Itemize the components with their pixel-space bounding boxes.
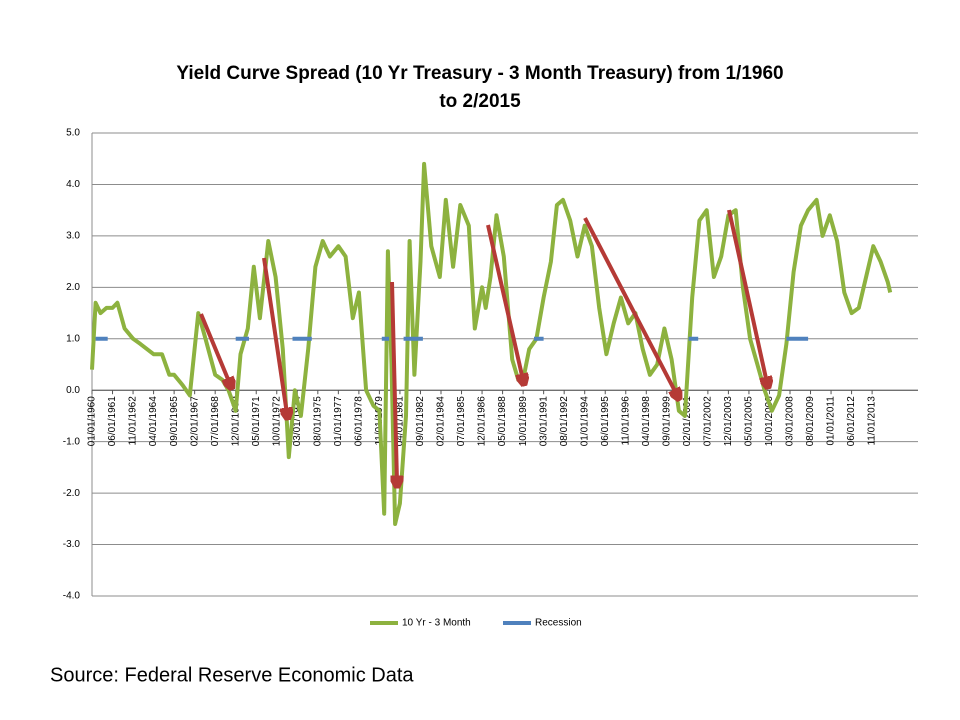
y-tick-label: 4.0 [66,179,80,190]
x-tick-label: 10/01/1989 [518,396,529,446]
x-tick-label: 08/01/1975 [312,396,323,446]
y-tick-label: 0.0 [66,385,80,396]
x-tick-label: 07/01/1985 [456,396,467,446]
x-tick-label: 04/01/1998 [641,396,652,446]
x-tick-label: 01/01/1977 [333,396,344,446]
x-tick-label: 02/01/1984 [436,396,447,446]
legend-label: 10 Yr - 3 Month [402,618,471,629]
x-tick-label: 04/01/1981 [395,396,406,446]
x-tick-label: 07/01/2002 [703,396,714,446]
y-tick-label: -1.0 [63,436,81,447]
arrow [199,313,230,384]
x-tick-label: 09/01/1999 [661,396,672,446]
x-tick-label: 09/01/1965 [169,396,180,446]
x-tick-label: 06/01/2012 [846,396,857,446]
x-tick-label: 07/01/1968 [210,396,221,446]
y-tick-label: 2.0 [66,282,80,293]
annotation-arrows [199,209,767,482]
arrow [583,217,677,395]
x-tick-label: 01/01/1994 [579,396,590,446]
x-tick-label: 05/01/1988 [497,396,508,446]
x-tick-label: 05/01/2005 [744,396,755,446]
y-tick-label: 1.0 [66,333,80,344]
chart-title: Yield Curve Spread (10 Yr Treasury - 3 M… [176,63,783,84]
x-tick-label: 11/01/2013 [867,396,878,446]
y-tick-label: 3.0 [66,231,80,242]
x-tick-label: 10/01/1972 [271,396,282,446]
y-tick-label: -2.0 [63,488,81,499]
x-tick-label: 06/01/1961 [107,396,118,446]
x-tick-label: 09/01/1982 [415,396,426,446]
x-tick-label: 10/01/2006 [764,396,775,446]
x-tick-label: 03/01/1991 [538,396,549,446]
chart-title: to 2/2015 [439,91,521,112]
x-tick-label: 02/01/1967 [189,396,200,446]
x-tick-label: 05/01/1971 [251,396,262,446]
x-tick-label: 01/01/1960 [87,396,98,446]
x-tick-label: 02/01/2001 [682,396,693,446]
x-tick-label: 08/01/2009 [805,396,816,446]
y-tick-label: -3.0 [63,539,81,550]
series-line [90,161,893,526]
legend-label: Recession [535,618,582,629]
x-tick-label: 06/01/1978 [354,396,365,446]
x-tick-label: 12/01/2003 [723,396,734,446]
x-tick-label: 01/01/2011 [826,396,837,446]
source-note: Source: Federal Reserve Economic Data [50,664,414,686]
y-tick-label: -4.0 [63,591,81,602]
y-tick-label: 5.0 [66,128,80,139]
x-tick-label: 03/01/1974 [292,396,303,446]
x-tick-label: 11/01/1962 [128,396,139,446]
x-tick-label: 12/01/1969 [230,396,241,446]
x-tick-label: 12/01/1986 [477,396,488,446]
plot-area: 5.0 4.0 3.0 2.0 1.0 0.0 -1.0 -2.0 -3.0 -4.0 01/01/… [63,128,918,629]
arrow [262,257,287,414]
x-tick-label: 06/01/1995 [600,396,611,446]
x-tick-label: 04/01/1964 [148,396,159,446]
x-tick-label: 03/01/2008 [785,396,796,446]
x-tick-label: 08/01/1992 [559,396,570,446]
arrow [390,281,397,482]
arrow [727,209,767,383]
arrow [486,224,523,380]
x-tick-label: 11/01/1996 [620,396,631,446]
